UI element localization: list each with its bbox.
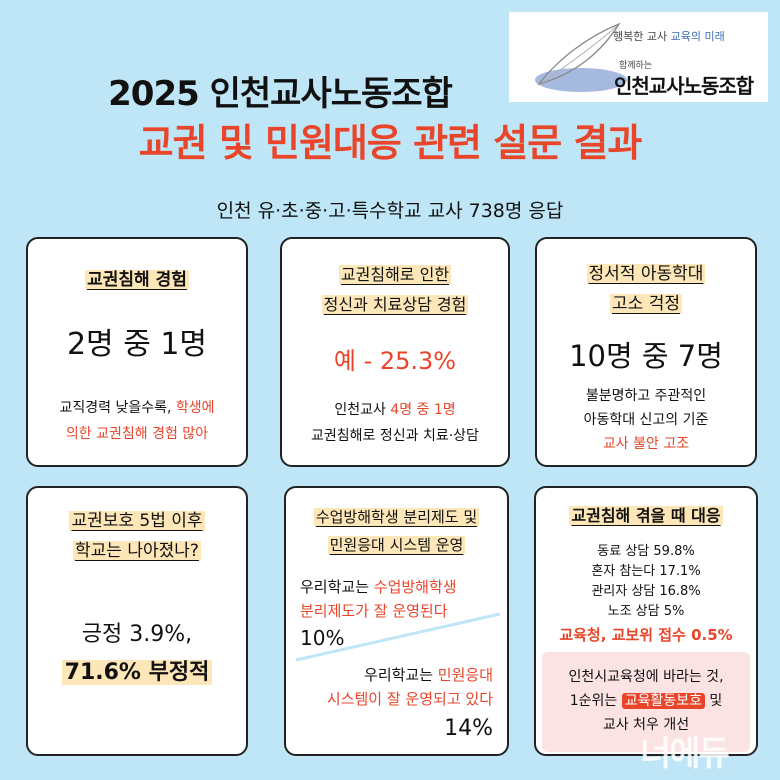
card-title: 교권보호 5법 이후: [69, 511, 205, 531]
card-title: 수업방해학생 분리제도 및: [313, 508, 480, 526]
card-title-2: 학교는 나아졌나?: [73, 541, 201, 561]
card-child-abuse-worry: 정서적 아동학대 고소 걱정 10명 중 7명 불분명하고 주관적인 아동학대 …: [535, 237, 757, 467]
divider-line-icon: [295, 612, 501, 662]
card-desc-line2: 아동학대 신고의 기준: [583, 412, 709, 428]
card-title: 정서적 아동학대: [586, 264, 706, 284]
card-title: 교권침해 겪을 때 대응: [569, 506, 723, 525]
request-line2: 1순위는 교육활동보호 및: [569, 693, 723, 709]
response-item: 혼자 참는다 17.1%: [591, 564, 701, 579]
card-positive-stat: 긍정 3.9%,: [81, 622, 193, 647]
response-item-last: 교육청, 교보위 접수 0.5%: [559, 626, 733, 644]
card-negative-stat: 71.6% 부정적: [61, 660, 213, 685]
card-big-stat: 10명 중 7명: [569, 339, 723, 373]
request-line3: 교사 처우 개선: [602, 717, 690, 733]
leaf-logo-icon: [535, 22, 627, 92]
card-title-2: 고소 걱정: [610, 294, 682, 314]
card-desc-line2: 교권침해로 정신과 치료·상담: [311, 428, 479, 444]
response-item: 동료 상담 59.8%: [597, 544, 695, 559]
response-item: 노조 상담 5%: [607, 604, 685, 619]
logo-with: 함께하는: [619, 61, 653, 71]
card-separation-system: 수업방해학생 분리제도 및 민원응대 시스템 운영 우리학교는 수업방해학생 분…: [284, 486, 509, 756]
stat-b-line2: 시스템이 잘 운영되고 있다: [326, 690, 493, 708]
title-line1: 2025 인천교사노동조합: [108, 74, 453, 114]
card-title-2: 정신과 치료상담 경험: [321, 295, 469, 314]
stat-a-percent: 10%: [300, 626, 345, 650]
card-teacher-rights-violation: 교권침해 경험 2명 중 1명 교직경력 낮을수록, 학생에 의한 교권침해 경…: [26, 237, 248, 467]
card-title-2: 민원응대 시스템 운영: [327, 536, 466, 554]
logo-name: 인천교사노동조합: [614, 74, 754, 98]
card-desc-line1: 인천교사 4명 중 1명: [334, 402, 456, 418]
stat-b-line1: 우리학교는 민원응대: [364, 666, 493, 684]
card-big-stat: 2명 중 1명: [66, 327, 208, 362]
title-line2: 교권 및 민원대응 관련 설문 결과: [138, 121, 643, 165]
card-title: 교권침해 경험: [85, 270, 189, 290]
card-desc-line1: 교직경력 낮을수록, 학생에: [59, 400, 215, 416]
stat-b-percent: 14%: [444, 716, 493, 741]
logo-slogan: 행복한 교사 교육의 미래: [613, 30, 725, 43]
card-five-laws-evaluation: 교권보호 5법 이후 학교는 나아졌나? 긍정 3.9%, 71.6% 부정적: [26, 486, 248, 756]
response-item: 관리자 상담 16.8%: [591, 584, 701, 599]
stat-a-line2: 분리제도가 잘 운영된다: [300, 602, 448, 620]
card-title: 교권침해로 인한: [338, 265, 452, 284]
card-response-to-violation: 교권침해 겪을 때 대응 동료 상담 59.8% 혼자 참는다 17.1% 관리…: [534, 486, 758, 756]
request-box: 인천시교육청에 바라는 것, 1순위는 교육활동보호 및 교사 처우 개선: [542, 652, 750, 752]
request-line1: 인천시교육청에 바라는 것,: [568, 669, 724, 685]
stat-a-line1: 우리학교는 수업방해학생: [300, 578, 457, 596]
card-big-stat: 예 - 25.3%: [333, 347, 457, 375]
card-desc-line1: 불분명하고 주관적인: [585, 388, 707, 404]
subtitle: 인천 유·초·중·고·특수학교 교사 738명 응답: [216, 200, 564, 222]
card-psychiatric-treatment: 교권침해로 인한 정신과 치료상담 경험 예 - 25.3% 인천교사 4명 중…: [280, 237, 510, 467]
union-logo: 행복한 교사 교육의 미래 함께하는 인천교사노동조합: [509, 12, 768, 102]
card-desc-line3: 교사 불안 고조: [602, 436, 690, 452]
watermark-logo: 너에듀: [640, 734, 730, 774]
card-desc-line2: 의한 교권침해 경험 많아: [65, 426, 209, 442]
